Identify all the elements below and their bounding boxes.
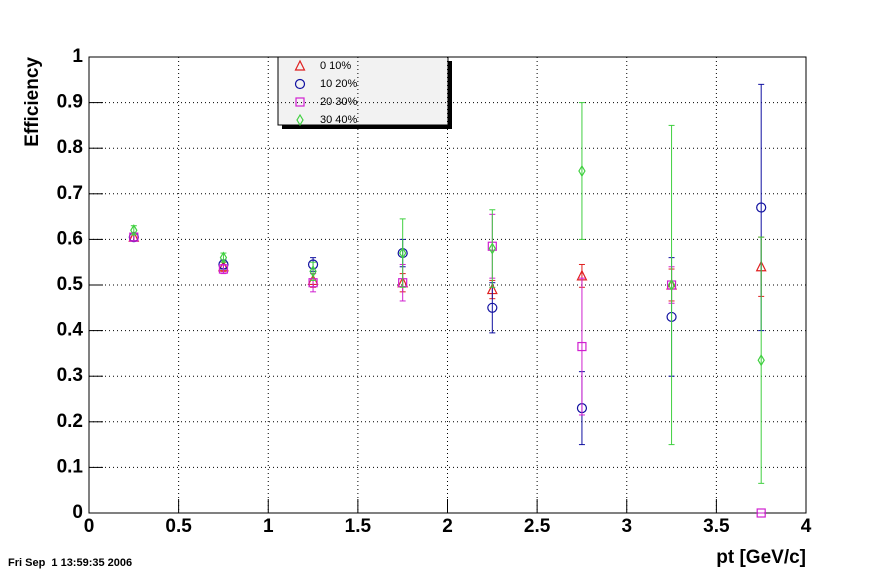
y-tick-label: 0.5 [57,274,84,295]
y-axis-title: Efficiency [22,57,43,147]
x-tick-label: 3.5 [703,516,730,537]
x-tick-label: 2 [442,516,453,537]
point [218,264,229,274]
y-tick-label: 0.7 [57,183,83,204]
y-tick-label: 0.9 [57,92,83,113]
point [756,202,767,213]
x-tick-label: 0 [84,516,95,537]
point [667,278,676,292]
point [309,265,317,278]
point [757,354,765,367]
error-bar [668,124,675,446]
point [577,341,587,352]
legend-label: 30 40% [320,114,358,126]
x-tick-label: 1 [263,516,274,537]
x-tick-label: 0.5 [165,516,192,537]
legend-label: 20 30% [320,96,358,108]
y-tick-label: 0.4 [57,320,84,341]
x-tick-label: 1.5 [345,516,372,537]
point [578,164,586,178]
y-tick-label: 1 [72,46,83,67]
error-bar [578,277,585,416]
error-bar [578,102,585,240]
legend-marker [294,59,306,71]
point [487,302,498,313]
y-tick-label: 0.8 [57,137,83,158]
error-bar [758,236,765,484]
legend: 0 10% 10 20% 20 30% 30 40% [277,56,452,129]
point [398,246,407,260]
point [488,242,497,255]
x-tick-label: 2.5 [524,516,551,537]
legend-marker [294,78,306,90]
x-axis-title: pt [GeV/c] [716,547,806,568]
footer: Fri Sep 1 13:59:35 2006 [8,557,132,569]
legend-marker [295,97,305,107]
x-tick-label: 4 [801,516,812,537]
legend-marker [296,113,304,127]
error-bar [489,209,496,288]
point [130,224,138,237]
error-bar [399,218,406,288]
point [219,251,228,264]
legend-label: 0 10% [320,60,351,72]
y-tick-label: 0.6 [57,228,83,249]
y-tick-label: 0.2 [57,411,83,432]
y-tick-label: 0 [72,502,83,523]
legend-label: 10 20% [320,78,358,90]
legend-box [277,56,449,126]
x-tick-label: 3 [621,516,632,537]
y-tick-label: 0.1 [57,456,84,477]
point [756,508,766,518]
y-tick-label: 0.3 [57,365,83,386]
